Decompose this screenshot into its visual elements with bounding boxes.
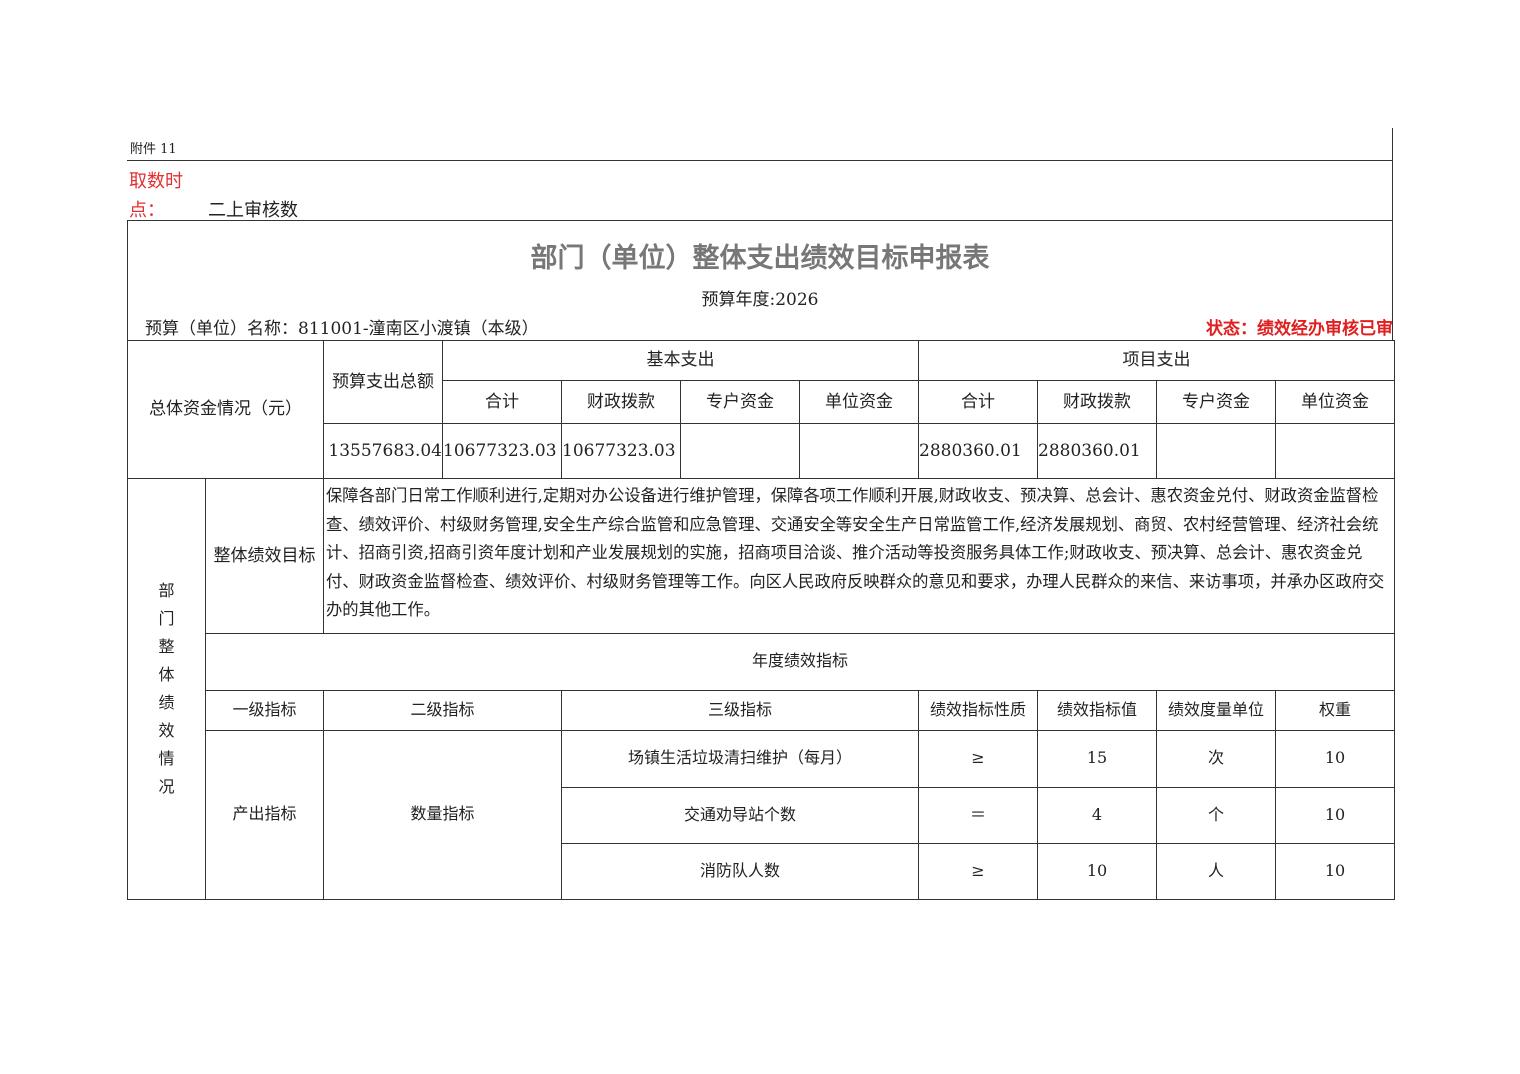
col-header-value: 绩效指标值 — [1037, 689, 1157, 731]
indicator-value: 15 — [1037, 729, 1157, 788]
basic-header: 基本支出 — [442, 340, 919, 381]
indicator-value: 10 — [1037, 842, 1157, 900]
border — [1392, 220, 1393, 340]
fund-value: 2880360.01 — [1037, 423, 1157, 479]
col-header-level3: 三级指标 — [561, 689, 919, 731]
table-row: 消防队人数 ≥ 10 人 10 — [128, 842, 1395, 900]
sub-header: 专户资金 — [1156, 380, 1276, 424]
divider — [127, 160, 1393, 161]
level3-indicator: 交通劝导站个数 — [561, 786, 919, 844]
report-table: 总体资金情况（元） 预算支出总额 基本支出 项目支出 合计 财政拨款 专户资金 … — [127, 340, 1395, 900]
indicator-weight: 10 — [1275, 842, 1395, 900]
goal-text: 保障各部门日常工作顺利进行,定期对办公设备进行维护管理，保障各项工作顺利开展,财… — [323, 478, 1395, 634]
level1-indicator: 产出指标 — [205, 729, 324, 900]
level2-indicator: 数量指标 — [323, 729, 562, 900]
fund-value — [1156, 423, 1276, 479]
fund-value — [799, 423, 919, 479]
fund-value: 10677323.03 — [561, 423, 681, 479]
col-header-nature: 绩效指标性质 — [918, 689, 1038, 731]
indicator-weight: 10 — [1275, 729, 1395, 788]
page-title: 部门（单位）整体支出绩效目标申报表 — [530, 243, 990, 274]
query-time-label-2: 点： — [129, 200, 165, 221]
budget-year: 预算年度:2026 — [701, 290, 819, 310]
sub-header: 财政拨款 — [1037, 380, 1157, 424]
indicator-nature: ≥ — [918, 729, 1038, 788]
goal-label: 整体绩效目标 — [205, 478, 324, 634]
sub-header: 财政拨款 — [561, 380, 681, 424]
level3-indicator: 场镇生活垃圾清扫维护（每月） — [561, 729, 919, 788]
table-row: 交通劝导站个数 ＝ 4 个 10 — [128, 786, 1395, 844]
sub-header: 合计 — [442, 380, 562, 424]
divider — [127, 220, 1393, 221]
total-header: 预算支出总额 — [323, 340, 443, 424]
sub-header: 单位资金 — [799, 380, 919, 424]
query-time-label: 取数时 — [129, 171, 183, 192]
indicator-unit: 人 — [1156, 842, 1276, 900]
indicator-nature: ≥ — [918, 842, 1038, 900]
indicator-weight: 10 — [1275, 786, 1395, 844]
sub-header: 合计 — [918, 380, 1038, 424]
fund-value: 10677323.03 — [442, 423, 562, 479]
project-header: 项目支出 — [918, 340, 1395, 381]
fund-value — [680, 423, 800, 479]
col-header-level1: 一级指标 — [205, 689, 324, 731]
total-value: 13557683.04 — [323, 423, 443, 479]
query-time-value: 二上审核数 — [208, 200, 298, 221]
fund-value: 2880360.01 — [918, 423, 1038, 479]
indicator-unit: 个 — [1156, 786, 1276, 844]
indicator-unit: 次 — [1156, 729, 1276, 788]
unit-name: 预算（单位）名称：811001-潼南区小渡镇（本级） — [145, 319, 539, 339]
attachment-label: 附件 11 — [130, 142, 177, 157]
indicator-nature: ＝ — [918, 786, 1038, 844]
status-badge: 状态：绩效经办审核已审 — [1206, 319, 1393, 339]
indicator-value: 4 — [1037, 786, 1157, 844]
col-header-weight: 权重 — [1275, 689, 1395, 731]
border — [127, 220, 128, 340]
divider — [1392, 128, 1393, 220]
level3-indicator: 消防队人数 — [561, 842, 919, 900]
sub-header: 单位资金 — [1275, 380, 1395, 424]
performance-section-label: 部 门 整 体 绩 效 情 况 — [127, 478, 206, 900]
fund-value — [1275, 423, 1395, 479]
annual-indicators-header: 年度绩效指标 — [205, 632, 1395, 691]
sub-header: 专户资金 — [680, 380, 800, 424]
col-header-level2: 二级指标 — [323, 689, 562, 731]
funds-row-label: 总体资金情况（元） — [127, 340, 324, 479]
table-row: 产出指标 数量指标 场镇生活垃圾清扫维护（每月） ≥ 15 次 10 — [128, 729, 1395, 900]
col-header-unit: 绩效度量单位 — [1156, 689, 1276, 731]
